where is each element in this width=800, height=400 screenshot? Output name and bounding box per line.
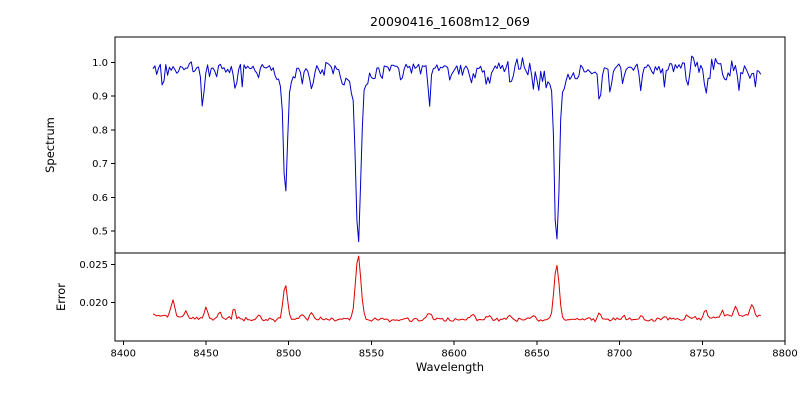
x-axis-label: Wavelength: [415, 360, 485, 374]
x-tick-label: 8600: [441, 349, 466, 360]
x-tick-label: 8450: [193, 349, 218, 360]
chart-title: 20090416_1608m12_069: [370, 14, 530, 29]
x-tick-label: 8400: [111, 349, 136, 360]
spectrum-y-tick-label: 0.6: [92, 193, 108, 204]
spectrum-panel-border: [114, 36, 786, 254]
error-line: [152, 255, 761, 323]
spectrum-y-tick-label: 0.5: [92, 227, 108, 238]
spectrum-line: [152, 55, 762, 243]
spectrum-y-tick-label: 0.9: [92, 92, 108, 103]
error-y-tick-label: 0.025: [79, 260, 108, 271]
error-y-tick-label: 0.020: [79, 298, 108, 309]
spectrum-y-tick-label: 1.0: [92, 58, 108, 69]
error-panel-border: [114, 252, 786, 342]
x-tick-label: 8750: [690, 349, 715, 360]
spectrum-y-tick-label: 0.8: [92, 125, 108, 136]
x-tick-label: 8500: [276, 349, 301, 360]
x-tick-label: 8800: [772, 349, 797, 360]
spectrum-y-tick-label: 0.7: [92, 159, 108, 170]
x-tick-label: 8550: [359, 349, 384, 360]
x-tick-label: 8700: [607, 349, 632, 360]
x-tick-label: 8650: [524, 349, 549, 360]
